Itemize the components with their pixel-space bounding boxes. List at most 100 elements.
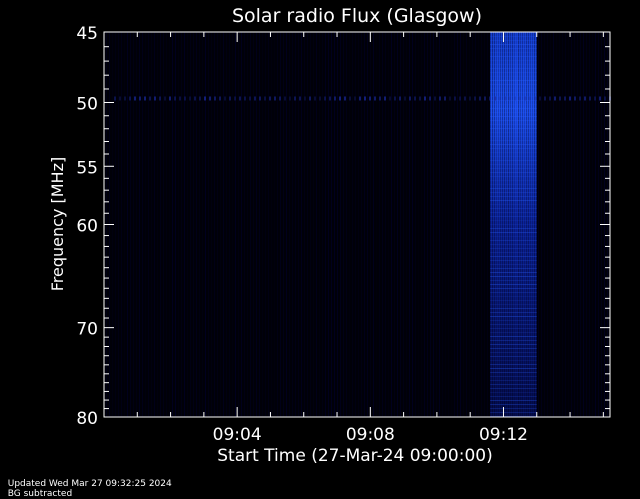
background-streak <box>337 32 338 417</box>
interference-mark <box>133 96 136 101</box>
interference-mark <box>238 96 241 101</box>
interference-mark <box>333 96 336 101</box>
burst-band <box>490 56 537 57</box>
y-axis-label: Frequency [MHz] <box>48 157 67 291</box>
background-streak <box>289 32 290 417</box>
burst-band <box>490 192 537 193</box>
interference-mark <box>128 96 131 101</box>
interference-mark <box>318 96 321 101</box>
burst-band <box>490 200 537 201</box>
burst-striation <box>536 32 538 417</box>
background-streak <box>205 32 206 417</box>
background-streak <box>373 32 374 417</box>
interference-mark <box>353 96 356 101</box>
burst-band <box>490 92 537 93</box>
burst-band <box>490 328 537 329</box>
interference-mark <box>178 96 181 101</box>
burst-band <box>490 164 537 165</box>
background-streak <box>136 32 137 417</box>
burst-band <box>490 272 537 273</box>
burst-band <box>490 404 537 405</box>
burst-band <box>490 252 537 253</box>
interference-mark <box>113 96 116 101</box>
background-streak <box>115 32 116 417</box>
burst-band <box>490 120 537 121</box>
burst-band <box>490 60 537 61</box>
interference-mark <box>523 96 526 101</box>
burst-band <box>490 196 537 197</box>
background-streak <box>565 32 566 417</box>
background-streak <box>145 32 146 417</box>
burst-band <box>490 176 537 177</box>
background-streak <box>352 32 353 417</box>
burst-band <box>490 340 537 341</box>
interference-mark <box>218 96 221 101</box>
interference-mark <box>418 96 421 101</box>
burst-band <box>490 160 537 161</box>
x-tick-label: 09:04 <box>213 425 262 445</box>
background-streak <box>256 32 257 417</box>
burst-band <box>490 232 537 233</box>
y-tick-label: 70 <box>76 320 98 340</box>
background-streak <box>463 32 464 417</box>
interference-mark <box>543 96 546 101</box>
background-streak <box>232 32 233 417</box>
background-streak <box>421 32 422 417</box>
background-streak <box>151 32 152 417</box>
background-streak <box>439 32 440 417</box>
background-streak <box>280 32 281 417</box>
background-streak <box>454 32 455 417</box>
x-tick-label: 09:12 <box>479 425 528 445</box>
interference-mark <box>373 96 376 101</box>
burst-band <box>490 384 537 385</box>
burst-striation <box>498 32 500 417</box>
background-streak <box>361 32 362 417</box>
burst-band <box>490 116 537 117</box>
interference-mark <box>173 96 176 101</box>
background-streak <box>277 32 278 417</box>
interference-mark <box>603 96 606 101</box>
background-streak <box>163 32 164 417</box>
background-streak <box>253 32 254 417</box>
interference-mark <box>508 96 511 101</box>
background-streak <box>457 32 458 417</box>
background-streak <box>556 32 557 417</box>
burst-striation <box>528 32 530 417</box>
burst-band <box>490 64 537 65</box>
background-streak <box>562 32 563 417</box>
interference-mark <box>163 96 166 101</box>
burst-band <box>490 316 537 317</box>
background-streak <box>346 32 347 417</box>
interference-mark <box>448 96 451 101</box>
burst-band <box>490 300 537 301</box>
background-note: BG subtracted <box>7 489 73 499</box>
interference-mark <box>548 96 551 101</box>
burst-band <box>490 280 537 281</box>
interference-mark <box>438 96 441 101</box>
interference-mark <box>383 96 386 101</box>
heatmap-layer <box>106 32 611 417</box>
background-streak <box>472 32 473 417</box>
burst-band <box>490 264 537 265</box>
interference-mark <box>358 96 361 101</box>
interference-mark <box>443 96 446 101</box>
burst-band <box>490 352 537 353</box>
interference-mark <box>223 96 226 101</box>
burst-striation <box>496 32 498 417</box>
background-streak <box>325 32 326 417</box>
background-streak <box>391 32 392 417</box>
burst-band <box>490 144 537 145</box>
burst-band <box>490 124 537 125</box>
background-streak <box>328 32 329 417</box>
interference-mark <box>578 96 581 101</box>
interference-mark <box>303 96 306 101</box>
background-streak <box>451 32 452 417</box>
burst-striation <box>526 32 528 417</box>
background-streak <box>148 32 149 417</box>
background-streak <box>412 32 413 417</box>
interference-mark <box>398 96 401 101</box>
interference-mark <box>243 96 246 101</box>
interference-mark <box>203 96 206 101</box>
burst-band <box>490 392 537 393</box>
background-streak <box>130 32 131 417</box>
